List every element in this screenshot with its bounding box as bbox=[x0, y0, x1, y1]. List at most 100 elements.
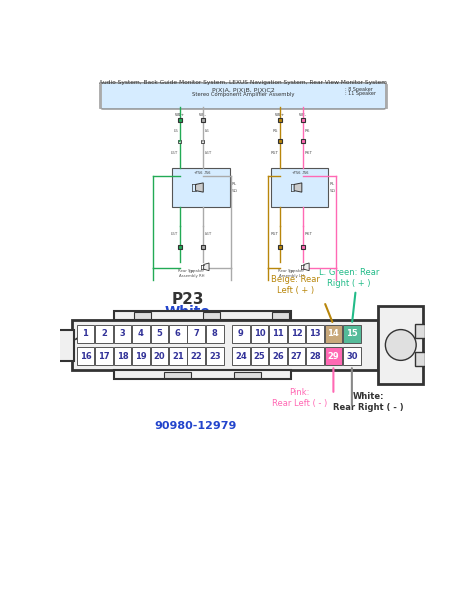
FancyBboxPatch shape bbox=[269, 324, 287, 343]
FancyBboxPatch shape bbox=[114, 370, 292, 379]
Text: 16: 16 bbox=[80, 352, 91, 360]
FancyBboxPatch shape bbox=[272, 312, 289, 319]
Text: L6T: L6T bbox=[204, 151, 212, 155]
Text: 5: 5 bbox=[156, 329, 162, 338]
Text: 2: 2 bbox=[101, 329, 107, 338]
Text: 3: 3 bbox=[119, 329, 125, 338]
Text: RL: RL bbox=[330, 181, 335, 186]
FancyBboxPatch shape bbox=[114, 311, 292, 320]
FancyBboxPatch shape bbox=[325, 347, 342, 365]
FancyBboxPatch shape bbox=[151, 347, 168, 365]
FancyBboxPatch shape bbox=[188, 347, 205, 365]
FancyBboxPatch shape bbox=[132, 324, 150, 343]
Text: R5: R5 bbox=[273, 129, 278, 133]
Text: 1: 1 bbox=[82, 329, 88, 338]
FancyBboxPatch shape bbox=[206, 324, 224, 343]
Text: R6T: R6T bbox=[304, 232, 312, 236]
Text: 22: 22 bbox=[191, 352, 202, 360]
Text: 17: 17 bbox=[98, 352, 110, 360]
FancyBboxPatch shape bbox=[251, 347, 268, 365]
Text: L. Green: Rear
Right ( + ): L. Green: Rear Right ( + ) bbox=[319, 267, 379, 287]
Text: 28: 28 bbox=[309, 352, 321, 360]
Circle shape bbox=[385, 330, 416, 360]
FancyBboxPatch shape bbox=[234, 372, 261, 378]
FancyBboxPatch shape bbox=[95, 347, 113, 365]
Text: White:
Rear Right ( - ): White: Rear Right ( - ) bbox=[333, 392, 404, 412]
FancyBboxPatch shape bbox=[343, 324, 361, 343]
FancyBboxPatch shape bbox=[306, 347, 324, 365]
FancyBboxPatch shape bbox=[288, 324, 305, 343]
Text: 21: 21 bbox=[172, 352, 184, 360]
Text: 7: 7 bbox=[193, 329, 199, 338]
Text: 27: 27 bbox=[291, 352, 302, 360]
FancyBboxPatch shape bbox=[164, 372, 191, 378]
FancyBboxPatch shape bbox=[201, 140, 204, 143]
FancyBboxPatch shape bbox=[178, 245, 182, 249]
FancyBboxPatch shape bbox=[232, 324, 250, 343]
Text: 19: 19 bbox=[135, 352, 147, 360]
FancyBboxPatch shape bbox=[178, 140, 182, 143]
Text: R6T: R6T bbox=[304, 151, 312, 155]
FancyBboxPatch shape bbox=[301, 245, 305, 249]
Text: L6T: L6T bbox=[204, 232, 212, 236]
FancyBboxPatch shape bbox=[278, 118, 282, 122]
Text: OR: OR bbox=[288, 270, 294, 274]
FancyBboxPatch shape bbox=[232, 347, 250, 365]
FancyBboxPatch shape bbox=[114, 324, 131, 343]
Text: 90980-12979: 90980-12979 bbox=[154, 421, 237, 431]
Text: 26: 26 bbox=[272, 352, 284, 360]
FancyBboxPatch shape bbox=[343, 347, 361, 365]
Text: : 8 Speaker: : 8 Speaker bbox=[346, 87, 373, 92]
Text: Rear Speaker
Assembly RH: Rear Speaker Assembly RH bbox=[178, 269, 204, 278]
Text: White: White bbox=[164, 305, 210, 319]
Text: L5: L5 bbox=[173, 129, 178, 133]
FancyBboxPatch shape bbox=[269, 347, 287, 365]
FancyBboxPatch shape bbox=[134, 312, 151, 319]
FancyBboxPatch shape bbox=[301, 118, 305, 122]
Text: R5T: R5T bbox=[270, 232, 278, 236]
Text: 24: 24 bbox=[235, 352, 247, 360]
Text: R5T: R5T bbox=[270, 151, 278, 155]
FancyBboxPatch shape bbox=[415, 324, 425, 338]
Text: 6: 6 bbox=[175, 329, 181, 338]
Text: 5Ω: 5Ω bbox=[231, 189, 237, 193]
FancyBboxPatch shape bbox=[178, 118, 182, 122]
Text: 9: 9 bbox=[238, 329, 244, 338]
FancyBboxPatch shape bbox=[415, 352, 425, 366]
FancyBboxPatch shape bbox=[301, 139, 305, 143]
FancyBboxPatch shape bbox=[206, 347, 224, 365]
Text: 13: 13 bbox=[309, 329, 321, 338]
Polygon shape bbox=[204, 263, 209, 271]
Text: RL: RL bbox=[231, 181, 237, 186]
Text: +T56: +T56 bbox=[292, 170, 301, 175]
Text: 25: 25 bbox=[254, 352, 265, 360]
Text: L5T: L5T bbox=[171, 151, 178, 155]
Text: R6: R6 bbox=[304, 129, 310, 133]
Text: L5T: L5T bbox=[171, 232, 178, 236]
FancyBboxPatch shape bbox=[271, 169, 328, 207]
FancyBboxPatch shape bbox=[151, 324, 168, 343]
FancyBboxPatch shape bbox=[114, 347, 131, 365]
Text: 18: 18 bbox=[117, 352, 128, 360]
Text: P(X)A, P(X)B, P(X)C2: P(X)A, P(X)B, P(X)C2 bbox=[211, 88, 274, 93]
FancyBboxPatch shape bbox=[172, 169, 230, 207]
Text: 11: 11 bbox=[272, 329, 284, 338]
Text: Rear Speaker
Assembly LH: Rear Speaker Assembly LH bbox=[278, 269, 304, 278]
Text: Audio System, Back Guide Monitor System, LEXUS Navigation System, Rear View Moni: Audio System, Back Guide Monitor System,… bbox=[99, 80, 387, 85]
Polygon shape bbox=[294, 183, 302, 192]
Text: P23: P23 bbox=[171, 292, 204, 306]
FancyBboxPatch shape bbox=[77, 347, 94, 365]
Text: +T56: +T56 bbox=[193, 170, 202, 175]
Text: 20: 20 bbox=[154, 352, 165, 360]
Text: -T56: -T56 bbox=[203, 170, 211, 175]
FancyBboxPatch shape bbox=[251, 324, 268, 343]
FancyBboxPatch shape bbox=[58, 330, 73, 361]
FancyBboxPatch shape bbox=[132, 347, 150, 365]
FancyBboxPatch shape bbox=[201, 245, 205, 249]
FancyBboxPatch shape bbox=[203, 312, 220, 319]
Text: W2+: W2+ bbox=[275, 113, 285, 118]
Text: 15: 15 bbox=[346, 329, 358, 338]
FancyBboxPatch shape bbox=[288, 347, 305, 365]
Text: 12: 12 bbox=[291, 329, 302, 338]
Text: 14: 14 bbox=[328, 329, 339, 338]
